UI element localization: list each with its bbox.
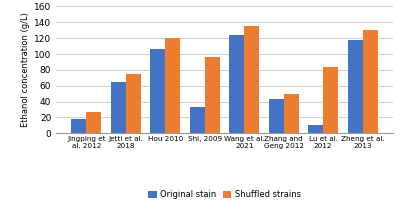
Bar <box>229 35 244 133</box>
Bar <box>150 49 165 133</box>
Bar <box>284 94 299 133</box>
Bar <box>269 99 284 133</box>
Bar <box>87 112 101 133</box>
Bar <box>205 57 220 133</box>
Y-axis label: Ethanol concentration (g/L): Ethanol concentration (g/L) <box>21 12 30 127</box>
Bar <box>111 82 126 133</box>
Bar <box>348 40 363 133</box>
Bar <box>190 107 205 133</box>
Bar <box>165 38 180 133</box>
Bar <box>244 26 259 133</box>
Bar <box>323 68 338 133</box>
Bar <box>308 124 323 133</box>
Bar <box>363 30 378 133</box>
Bar <box>71 119 87 133</box>
Bar <box>126 74 141 133</box>
Legend: Original stain, Shuffled strains: Original stain, Shuffled strains <box>145 187 304 203</box>
